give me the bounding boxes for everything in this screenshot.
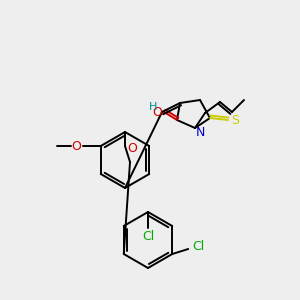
Text: S: S [231, 113, 239, 127]
Text: Cl: Cl [142, 230, 154, 242]
Text: O: O [127, 142, 137, 155]
Text: Cl: Cl [192, 241, 204, 254]
Text: O: O [71, 140, 81, 152]
Text: N: N [195, 125, 205, 139]
Text: H: H [149, 102, 157, 112]
Text: O: O [152, 106, 162, 118]
